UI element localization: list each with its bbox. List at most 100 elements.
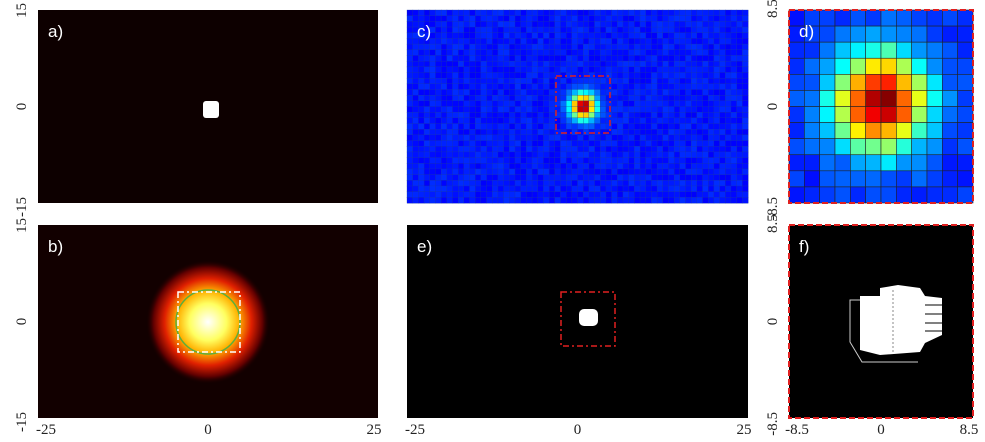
cell [441, 38, 447, 44]
cell [623, 163, 629, 169]
cell [435, 10, 441, 16]
cell [866, 90, 881, 106]
cell [532, 61, 538, 67]
cell [481, 169, 487, 175]
cell [435, 112, 441, 118]
cell [538, 180, 544, 186]
cell [470, 163, 476, 169]
cell [680, 152, 686, 158]
cell [725, 84, 731, 90]
cell [549, 78, 555, 84]
cell [549, 101, 555, 107]
cell [509, 180, 515, 186]
cell [657, 38, 663, 44]
cell [674, 21, 680, 27]
cell [674, 33, 680, 39]
cell [475, 89, 481, 95]
cell [498, 158, 504, 164]
cell [629, 146, 635, 152]
cell [617, 84, 623, 90]
cell [725, 124, 731, 130]
cell [407, 16, 413, 22]
cell [430, 152, 436, 158]
cell [725, 118, 731, 124]
cell [418, 197, 424, 203]
cell [532, 169, 538, 175]
cell [668, 72, 674, 78]
cell [600, 192, 606, 198]
cell [407, 67, 413, 73]
cell [589, 50, 595, 56]
cell [458, 141, 464, 147]
cell [725, 95, 731, 101]
cell [498, 118, 504, 124]
cell [572, 67, 578, 73]
cell [612, 84, 618, 90]
cell [424, 72, 430, 78]
cell [720, 16, 726, 22]
cell [595, 197, 601, 203]
cell [804, 139, 819, 155]
cell [487, 95, 493, 101]
cell [612, 33, 618, 39]
cell [725, 44, 731, 50]
cell [668, 124, 674, 130]
cell [464, 84, 470, 90]
cell [555, 135, 561, 141]
cell [725, 107, 731, 113]
cell [538, 27, 544, 33]
cell [555, 152, 561, 158]
cell [595, 107, 601, 113]
cell [942, 139, 957, 155]
cell [725, 158, 731, 164]
cell [458, 10, 464, 16]
cell [407, 95, 413, 101]
cell [623, 72, 629, 78]
cell [668, 33, 674, 39]
cell [481, 158, 487, 164]
cell [737, 44, 743, 50]
cell [714, 101, 720, 107]
cell [691, 141, 697, 147]
cell [866, 139, 881, 155]
cell [583, 78, 589, 84]
cell [623, 112, 629, 118]
cell [725, 61, 731, 67]
cell [447, 141, 453, 147]
cell [731, 146, 737, 152]
cell [504, 107, 510, 113]
cell [424, 67, 430, 73]
cell [475, 33, 481, 39]
cell [657, 72, 663, 78]
cell [612, 163, 618, 169]
cell [418, 78, 424, 84]
cell [617, 21, 623, 27]
cell [691, 44, 697, 50]
cell [691, 158, 697, 164]
cell [407, 27, 413, 33]
cell [685, 135, 691, 141]
cell [714, 175, 720, 181]
cell [674, 61, 680, 67]
cell [407, 38, 413, 44]
cell [509, 67, 515, 73]
cell [487, 10, 493, 16]
cell [452, 72, 458, 78]
cell [509, 146, 515, 152]
cell [458, 61, 464, 67]
cell [504, 186, 510, 192]
cell [447, 152, 453, 158]
cell [458, 84, 464, 90]
cell [697, 67, 703, 73]
cell [555, 38, 561, 44]
cell [430, 101, 436, 107]
cell [896, 123, 911, 139]
cell [674, 192, 680, 198]
cell [560, 107, 566, 113]
cell [521, 101, 527, 107]
cell [600, 118, 606, 124]
cell [640, 107, 646, 113]
cell [680, 27, 686, 33]
cell [742, 129, 748, 135]
cell [498, 67, 504, 73]
